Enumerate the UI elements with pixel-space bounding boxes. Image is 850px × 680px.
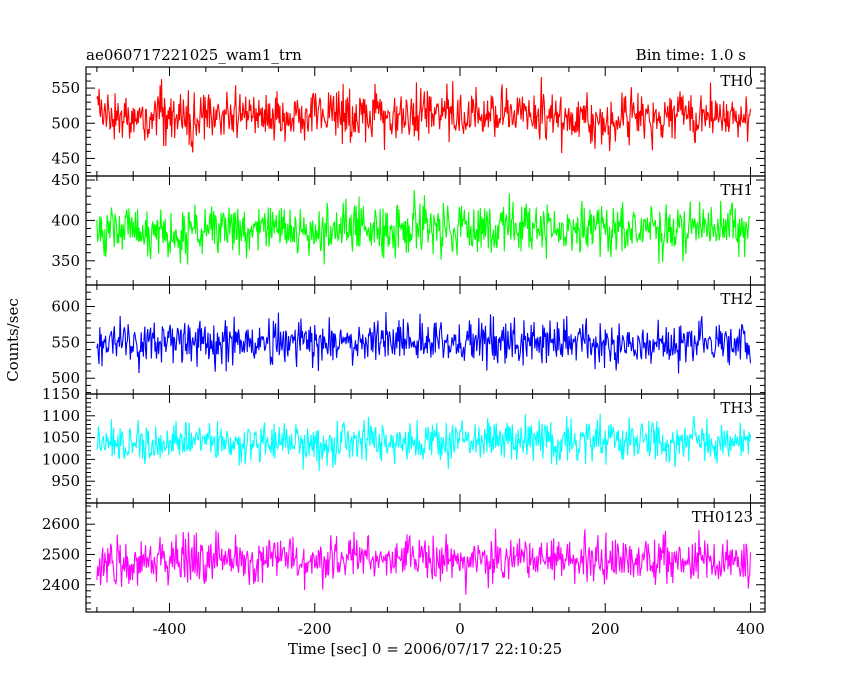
panel-label-th1: TH1 bbox=[720, 181, 753, 199]
y-tick-label: 1100 bbox=[42, 407, 80, 425]
x-tick-label: 200 bbox=[591, 620, 620, 638]
x-axis-label: Time [sec] 0 = 2006/07/17 22:10:25 bbox=[288, 640, 562, 658]
y-tick-label: 2500 bbox=[42, 545, 80, 563]
series-line-th0123 bbox=[96, 528, 752, 595]
y-tick-label: 1050 bbox=[42, 429, 80, 447]
series-line-th0 bbox=[96, 77, 752, 154]
y-tick-label: 1000 bbox=[42, 450, 80, 468]
panel-label-th3: TH3 bbox=[720, 399, 753, 417]
panels-group: 450 500 550 TH0 350 400 450 TH1 500 550 600 TH2 950 1… bbox=[42, 66, 766, 638]
y-tick-label: 350 bbox=[51, 252, 80, 270]
y-tick-label: 950 bbox=[51, 472, 80, 490]
y-tick-label: 1150 bbox=[42, 385, 80, 403]
y-tick-label: 2400 bbox=[42, 576, 80, 594]
panel-label-th0123: TH0123 bbox=[692, 508, 753, 526]
panel-frame-th0123 bbox=[85, 502, 766, 613]
series-line-th2 bbox=[96, 312, 752, 374]
y-tick-label: 550 bbox=[51, 333, 80, 351]
y-tick-label: 550 bbox=[51, 79, 80, 97]
chart-title: ae060717221025_wam1_trn bbox=[86, 46, 302, 64]
series-line-th3 bbox=[96, 413, 752, 472]
panel-label-th0: TH0 bbox=[720, 72, 753, 90]
panel-label-th2: TH2 bbox=[720, 290, 753, 308]
y-tick-label: 450 bbox=[51, 149, 80, 167]
x-tick-label: -200 bbox=[298, 620, 332, 638]
y-tick-label: 400 bbox=[51, 211, 80, 229]
y-tick-label: 450 bbox=[51, 171, 80, 189]
series-line-th1 bbox=[96, 190, 751, 265]
bin-time-label: Bin time: 1.0 s bbox=[636, 46, 746, 64]
x-tick-label: -400 bbox=[153, 620, 187, 638]
x-tick-label: 400 bbox=[736, 620, 765, 638]
x-tick-label: 0 bbox=[455, 620, 465, 638]
y-tick-label: 500 bbox=[51, 369, 80, 387]
y-tick-label: 2600 bbox=[42, 515, 80, 533]
y-axis-label: Counts/sec bbox=[4, 298, 22, 382]
y-tick-label: 500 bbox=[51, 114, 80, 132]
y-tick-label: 600 bbox=[51, 298, 80, 316]
